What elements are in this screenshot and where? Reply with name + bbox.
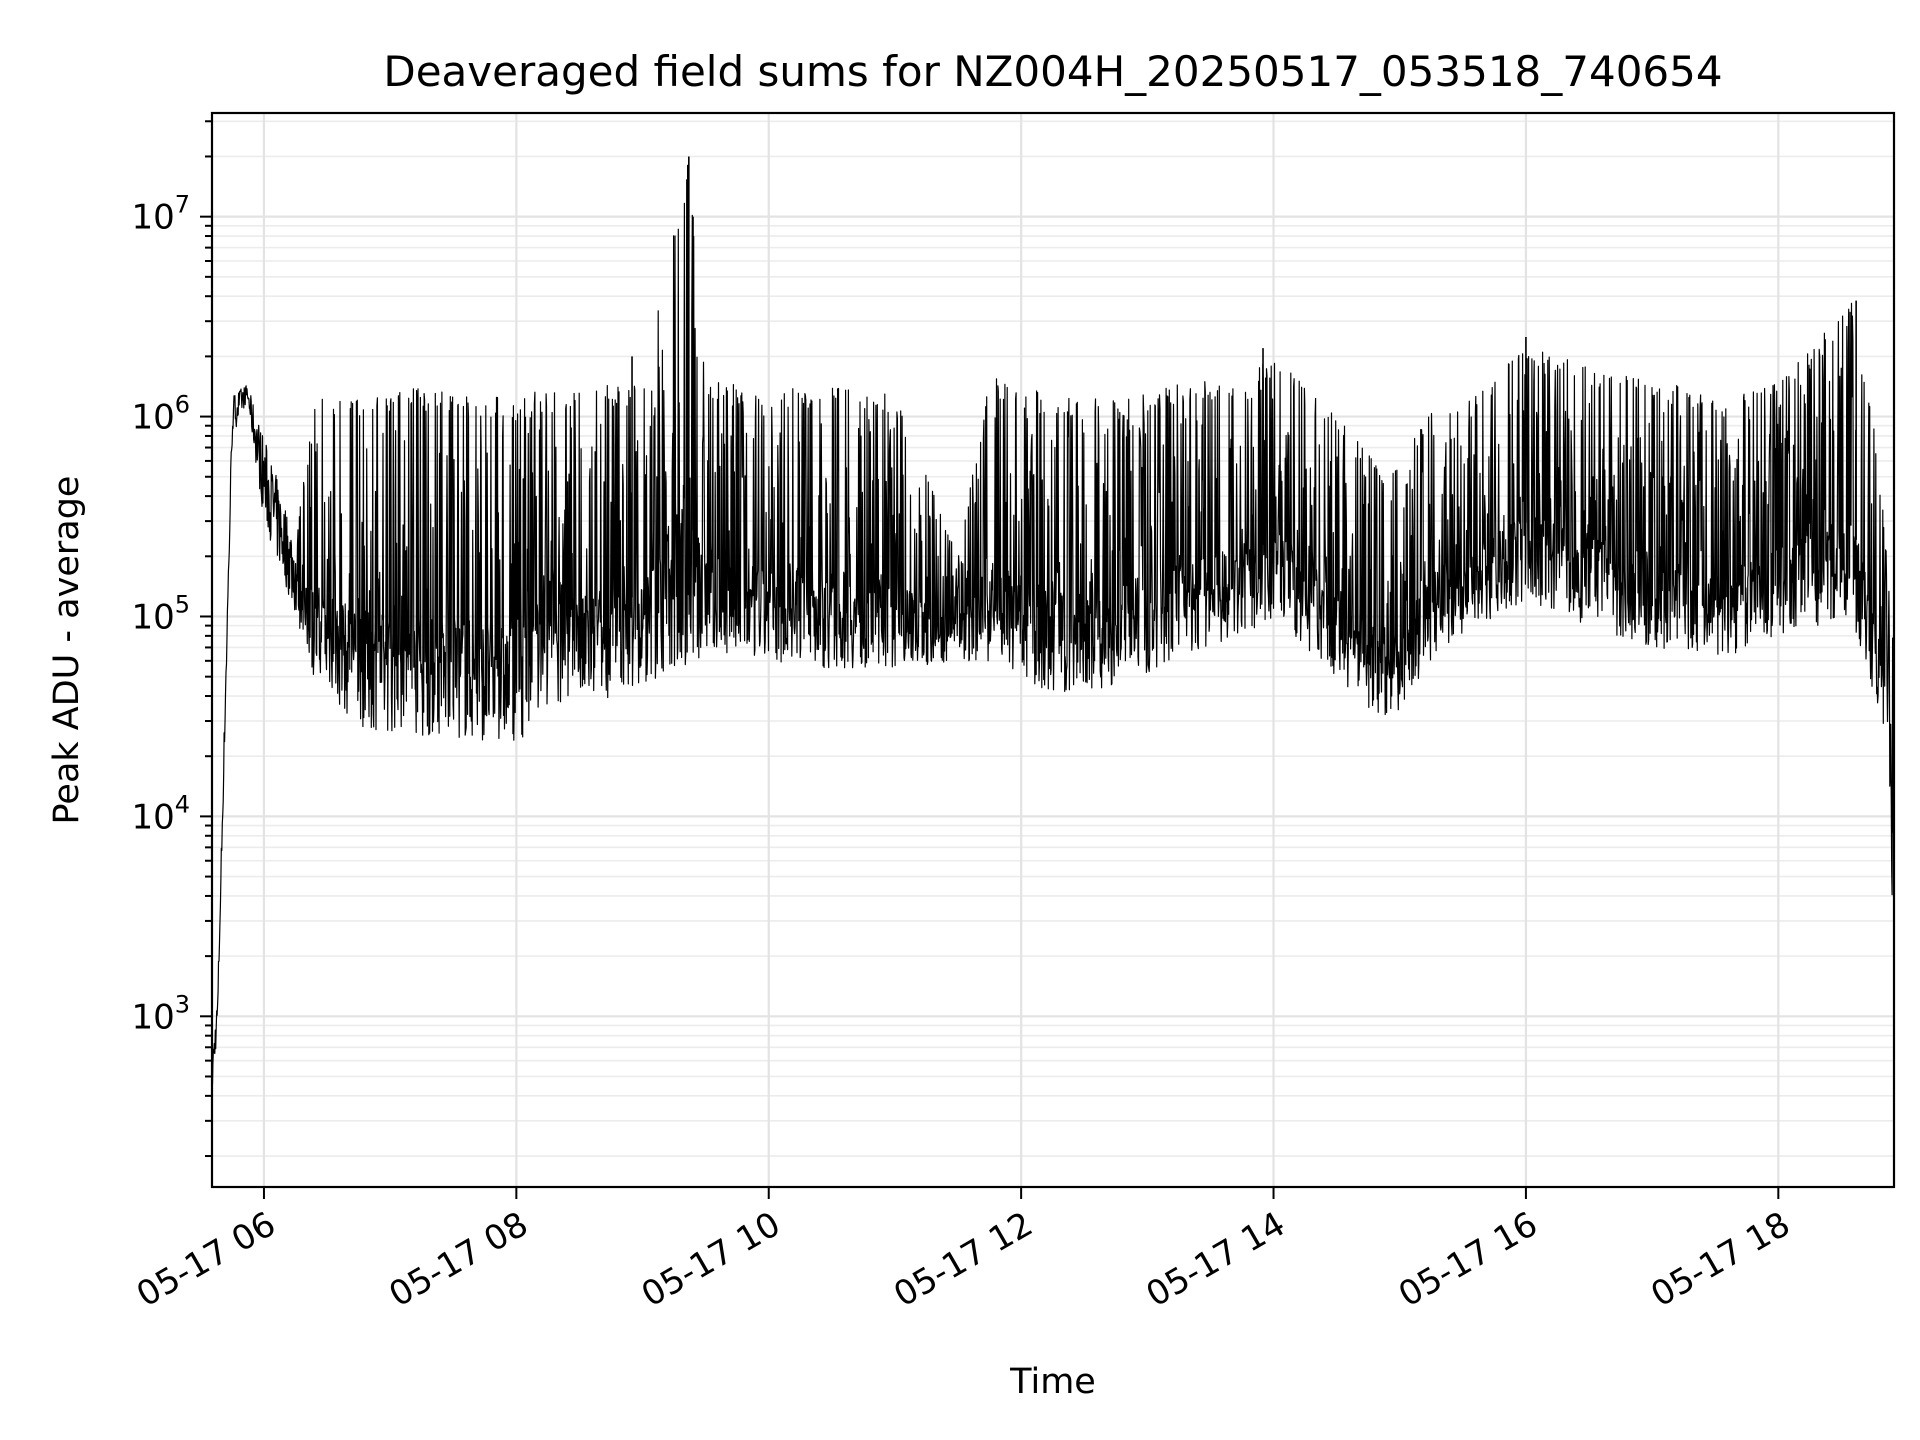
y-tick-label: 103 — [131, 990, 190, 1037]
x-axis-label: Time — [1009, 1362, 1096, 1402]
series — [211, 156, 1895, 1085]
y-tick-label: 107 — [131, 191, 190, 238]
plot-frame — [210, 111, 1896, 1189]
y-tick-label: 106 — [131, 391, 190, 438]
y-tick-label: 104 — [131, 790, 190, 837]
y-tick-label: 105 — [131, 590, 190, 637]
y-axis-label: Peak ADU - average — [47, 476, 87, 825]
series-line — [211, 164, 1895, 1085]
chart-title: Deaveraged field sums for NZ004H_2025051… — [383, 47, 1722, 96]
